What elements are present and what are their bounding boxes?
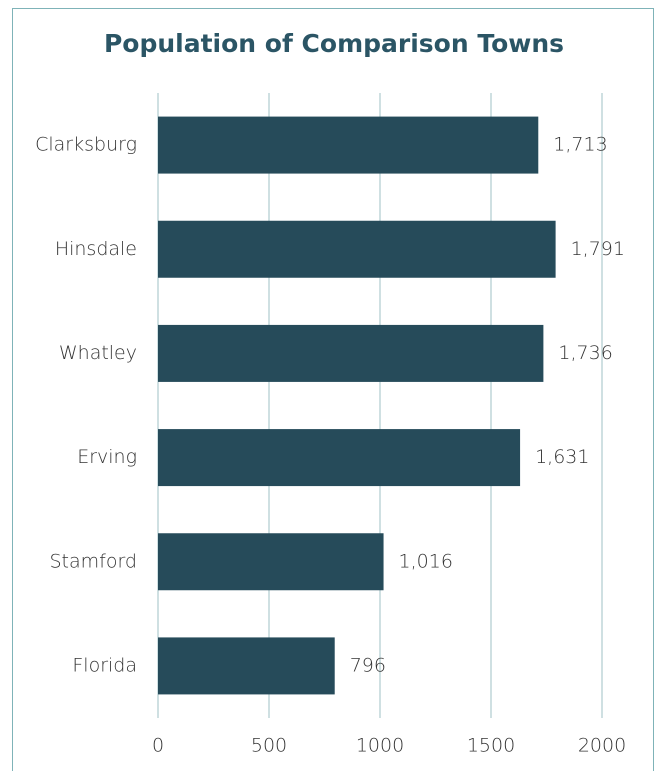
value-label: 1,791: [571, 238, 625, 260]
x-tick-label: 2000: [578, 735, 626, 757]
value-label: 1,713: [553, 134, 607, 156]
chart-title: Population of Comparison Towns: [104, 29, 564, 58]
y-tick-label: Stamford: [49, 550, 137, 572]
bar: [158, 220, 556, 278]
x-tick-label: 0: [152, 735, 164, 757]
bar: [158, 116, 539, 174]
bar: [158, 637, 335, 695]
value-label: 1,016: [399, 550, 453, 572]
value-label: 796: [350, 654, 386, 676]
y-tick-label: Hinsdale: [55, 238, 137, 260]
x-tick-label: 1000: [356, 735, 404, 757]
bar: [158, 533, 384, 591]
x-tick-label: 500: [251, 735, 287, 757]
y-tick-label: Erving: [77, 446, 137, 468]
value-label: 1,631: [535, 446, 589, 468]
value-label: 1,736: [558, 342, 612, 364]
y-tick-label: Whatley: [59, 342, 137, 364]
x-tick-label: 1500: [467, 735, 515, 757]
bar: [158, 324, 544, 382]
chart-frame: [12, 8, 654, 771]
y-tick-label: Florida: [72, 654, 137, 676]
bar: [158, 429, 521, 487]
y-tick-label: Clarksburg: [35, 134, 137, 156]
